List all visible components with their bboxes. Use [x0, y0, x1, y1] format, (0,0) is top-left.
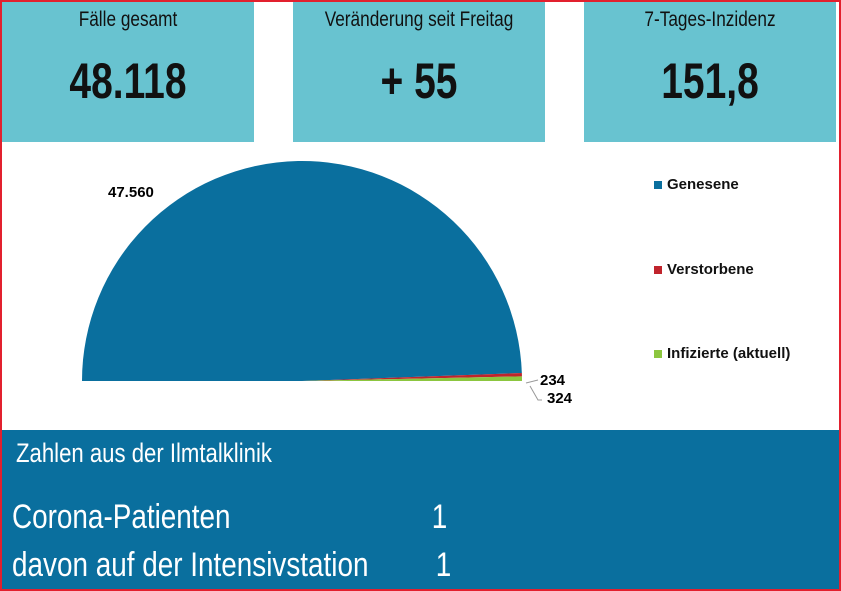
- kpi-total-cases: Fälle gesamt 48.118: [2, 2, 254, 142]
- kpi-value: + 55: [380, 53, 458, 109]
- data-label-infizierte: 324: [547, 390, 573, 407]
- legend-swatch: [654, 349, 662, 358]
- kpi-value: 151,8: [661, 53, 759, 109]
- data-label-genesene: 47.560: [108, 184, 154, 201]
- kpi-label: Fälle gesamt: [78, 8, 178, 31]
- clinic-row-value: 1: [431, 498, 448, 536]
- kpi-value: 48.118: [69, 53, 187, 109]
- kpi-7-day-incidence: 7-Tages-Inzidenz 151,8: [584, 2, 836, 142]
- legend-swatch: [654, 180, 662, 189]
- clinic-row-label: davon auf der Intensivstation: [12, 546, 369, 584]
- kpi-label: 7-Tages-Inzidenz: [644, 8, 776, 31]
- leader-line-verstorbene: [525, 379, 539, 384]
- clinic-row-value: 1: [435, 546, 452, 584]
- leader-line-infizierte: [529, 385, 542, 401]
- legend-label: Genesene: [667, 176, 739, 193]
- kpi-change-since-friday: Veränderung seit Freitag + 55: [293, 2, 545, 142]
- slice-verstorbene: [302, 372, 522, 381]
- legend-label: Verstorbene: [667, 261, 754, 278]
- clinic-title: Zahlen aus der Ilmtalklinik: [16, 438, 272, 468]
- legend-swatch: [654, 265, 662, 274]
- kpi-label: Veränderung seit Freitag: [324, 8, 514, 31]
- legend-item-genesene: Genesene: [654, 176, 739, 193]
- slice-genesene: [82, 161, 522, 381]
- legend-item-infizierte: Infizierte (aktuell): [654, 345, 790, 362]
- clinic-panel: Zahlen aus der Ilmtalklinik Corona-Patie…: [2, 430, 839, 589]
- clinic-row-label: Corona-Patienten: [12, 498, 231, 536]
- data-label-verstorbene: 234: [540, 372, 566, 389]
- legend-item-verstorbene: Verstorbene: [654, 261, 754, 278]
- legend-label: Infizierte (aktuell): [667, 345, 791, 362]
- slice-infizierte: [302, 376, 522, 381]
